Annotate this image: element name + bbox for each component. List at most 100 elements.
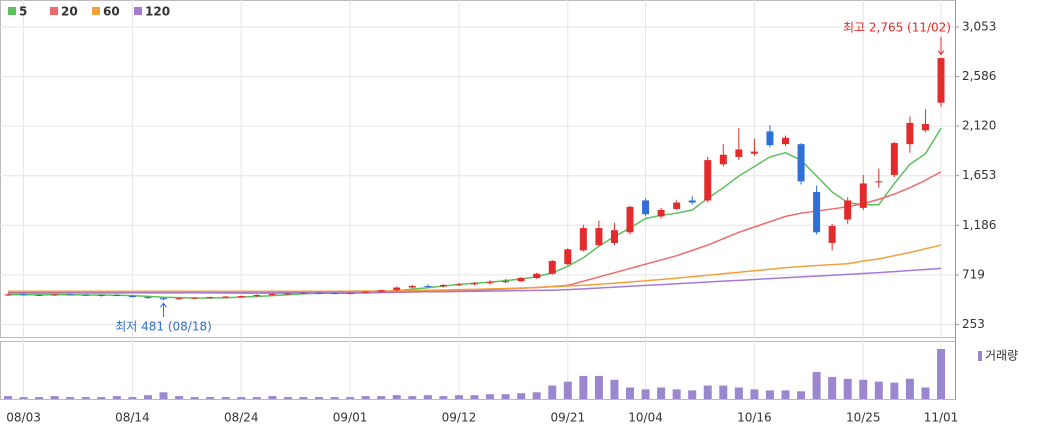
candle-body <box>844 200 852 220</box>
candle-body <box>408 285 416 288</box>
x-tick-label: 10/04 <box>628 411 663 425</box>
volume-bar <box>268 396 277 399</box>
candle-body <box>688 200 696 203</box>
legend-label: 20 <box>61 5 78 19</box>
annotation-arrow <box>937 37 945 56</box>
y-tick-label: 1,186 <box>962 218 996 232</box>
volume-bar <box>81 397 90 399</box>
candle-body <box>719 154 727 165</box>
candle-body <box>471 283 478 285</box>
candle-body <box>533 273 541 278</box>
ma-line <box>8 267 942 294</box>
candle-body <box>455 284 463 286</box>
candle-body <box>82 294 90 296</box>
volume-bar <box>66 397 75 399</box>
volume-pane <box>0 341 956 400</box>
candle-body <box>782 137 789 145</box>
volume-bar <box>408 396 417 399</box>
candle-body <box>937 58 945 103</box>
volume-bar <box>190 397 199 399</box>
candle-body <box>828 225 836 243</box>
candle-body <box>144 297 152 299</box>
candle-body <box>4 294 12 296</box>
legend-swatch <box>8 7 16 15</box>
volume-bar <box>688 390 697 399</box>
candle-body <box>299 292 307 294</box>
candle-body <box>439 284 447 287</box>
volume-bar <box>517 393 526 399</box>
y-tick-label: 2,120 <box>962 119 996 133</box>
volume-bar <box>890 382 899 399</box>
volume-bar <box>641 389 650 399</box>
volume-bar <box>35 397 44 399</box>
legend-swatch <box>50 7 58 15</box>
candle-body <box>595 228 603 246</box>
volume-bar <box>439 396 448 399</box>
volume-bar <box>579 375 588 399</box>
candle-body <box>315 292 323 294</box>
volume-bar <box>874 381 883 399</box>
volume-bar <box>4 396 12 399</box>
volume-bar <box>19 397 28 399</box>
x-tick-label: 08/14 <box>115 411 150 425</box>
candle-body <box>237 296 245 298</box>
volume-bar <box>765 390 774 399</box>
candle-body <box>66 294 74 296</box>
candle-body <box>579 228 587 251</box>
y-tick-label: 253 <box>962 317 985 331</box>
candle-body <box>268 293 276 295</box>
candle-body <box>626 206 634 233</box>
legend-swatch <box>92 7 100 15</box>
volume-bar <box>719 385 728 399</box>
candle-body <box>51 294 59 296</box>
x-tick-label: 09/21 <box>551 411 586 425</box>
candle-body <box>377 290 385 292</box>
legend-label: 거래량 <box>985 349 1018 363</box>
x-tick-label: 08/24 <box>224 411 259 425</box>
candle-body <box>750 151 758 154</box>
volume-bar <box>657 387 666 399</box>
legend-label: 5 <box>19 5 27 19</box>
annotation-low: 최저 481 (08/18) <box>115 320 212 334</box>
volume-bar <box>346 397 355 399</box>
candle-body <box>346 292 354 294</box>
volume-bar <box>734 387 743 399</box>
legend-swatch <box>978 351 982 361</box>
candle-body <box>35 294 43 296</box>
candle-body <box>113 294 121 296</box>
candle-body <box>548 260 556 274</box>
volume-bar <box>143 395 152 399</box>
volume-bar <box>206 397 215 399</box>
candle-body <box>128 295 136 298</box>
volume-bar <box>750 389 759 399</box>
candle-body <box>362 291 370 293</box>
ma-line <box>8 244 942 293</box>
volume-bar <box>610 379 619 399</box>
volume-bar <box>672 389 681 399</box>
candle-body <box>331 293 339 295</box>
y-tick-label: 3,053 <box>962 19 996 33</box>
volume-bar <box>563 381 572 399</box>
volume-bar <box>361 396 370 399</box>
volume-bar <box>501 394 510 399</box>
candle-body <box>859 183 867 208</box>
candle-body <box>175 298 183 300</box>
candle-body <box>424 285 432 287</box>
candle-body <box>906 122 914 145</box>
volume-bar <box>548 385 557 399</box>
y-tick-label: 1,653 <box>962 168 996 182</box>
volume-bar <box>283 397 292 399</box>
candle-body <box>890 143 898 175</box>
candle-body <box>253 294 261 297</box>
volume-bar <box>128 397 137 399</box>
candle-body <box>766 131 774 146</box>
volume-bar <box>50 396 59 399</box>
volume-bar <box>594 375 603 399</box>
legend-label: 120 <box>145 5 170 19</box>
volume-bar <box>330 397 339 399</box>
volume-bar <box>781 390 790 399</box>
candle-body <box>191 297 199 299</box>
volume-bar <box>812 372 821 399</box>
candle-body <box>735 149 743 157</box>
x-tick-label: 09/01 <box>333 411 368 425</box>
